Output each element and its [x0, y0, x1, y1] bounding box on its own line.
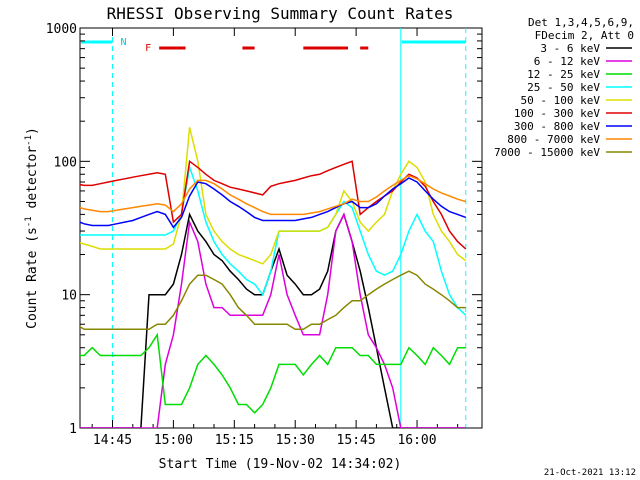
y-tick-label: 10	[61, 289, 77, 304]
series-line-2	[80, 212, 466, 428]
series-line-7	[80, 177, 467, 229]
legend-header-line: Det 1,3,4,5,6,9,	[528, 16, 634, 29]
series-line-8	[80, 174, 467, 216]
x-tick-label: 15:30	[276, 433, 315, 448]
series-line-6	[80, 159, 467, 250]
footer-timestamp: 21-Oct-2021 13:12	[544, 468, 636, 478]
series-line-9	[80, 270, 466, 331]
y-tick-label: 1000	[46, 22, 77, 37]
x-tick-label: 15:15	[215, 433, 254, 448]
series-line-5	[80, 127, 467, 265]
x-tick-label: 14:45	[93, 433, 132, 448]
legend-entry-label: 6 - 12 keV	[534, 55, 601, 68]
plot-frame	[79, 27, 483, 429]
legend-entry-label: 12 - 25 keV	[527, 68, 600, 81]
x-tick-label: 15:45	[337, 433, 376, 448]
series-line-3	[80, 332, 466, 414]
legend-header-line: FDecim 2, Att 0	[535, 29, 634, 42]
y-axis-label-sup2: -1	[24, 135, 34, 146]
night-marker	[400, 28, 467, 428]
x-axis-label: Start Time (19-Nov-02 14:34:02)	[159, 457, 402, 472]
night-marker-label: N	[120, 37, 126, 48]
legend-entry-label: 3 - 6 keV	[540, 42, 600, 55]
y-tick-label: 1	[69, 422, 77, 437]
legend-entry-label: 800 - 7000 keV	[507, 133, 600, 146]
y-axis-label-suffix: )	[25, 127, 40, 135]
plot-area: N F 14:45 15:00 15:15 15:30 15:45 16:00 1 10 100 10…	[46, 22, 483, 448]
x-tick-label: 16:00	[397, 433, 436, 448]
legend-entry-label: 100 - 300 keV	[514, 107, 600, 120]
legend-entry-label: 25 - 50 keV	[527, 81, 600, 94]
night-marker: N	[81, 28, 127, 428]
y-axis-label-mid: detector	[25, 146, 40, 217]
y-axis-label-prefix: Count Rate (s	[25, 227, 40, 329]
y-axis-label-sup1: -1	[24, 216, 34, 227]
flare-flags: F	[145, 43, 369, 54]
chart-title: RHESSI Observing Summary Count Rates	[107, 4, 454, 23]
x-tick-label: 15:00	[154, 433, 193, 448]
y-axis-label: Count Rate (s-1 detector-1)	[24, 127, 40, 329]
legend-entry-label: 7000 - 15000 keV	[494, 146, 600, 159]
flare-flag-label: F	[145, 43, 151, 54]
legend-entry-label: 50 - 100 keV	[521, 94, 601, 107]
legend: Det 1,3,4,5,6,9,FDecim 2, Att 03 - 6 keV…	[494, 16, 634, 159]
y-tick-label: 100	[54, 155, 77, 170]
series-line-4	[80, 164, 467, 316]
legend-entry-label: 300 - 800 keV	[514, 120, 600, 133]
